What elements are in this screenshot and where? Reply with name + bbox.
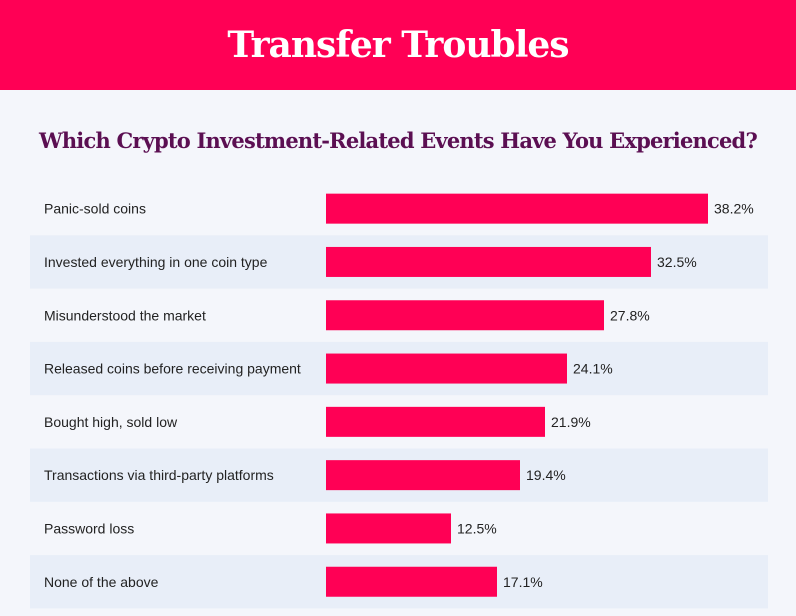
data-label: 27.8% bbox=[610, 307, 650, 323]
bar bbox=[326, 300, 604, 331]
category-label: Released coins before receiving payment bbox=[44, 361, 301, 377]
data-label: 38.2% bbox=[714, 201, 754, 217]
category-label: Transactions via third-party platforms bbox=[44, 467, 274, 483]
bar bbox=[326, 406, 545, 437]
bar bbox=[326, 513, 451, 544]
bar bbox=[326, 193, 708, 224]
data-label: 17.1% bbox=[503, 574, 543, 590]
chart-title: Which Crypto Investment-Related Events H… bbox=[39, 128, 758, 153]
category-label: Bought high, sold low bbox=[44, 414, 178, 430]
category-label: Panic-sold coins bbox=[44, 201, 146, 217]
category-label: Invested everything in one coin type bbox=[44, 254, 268, 270]
bar bbox=[326, 566, 497, 597]
data-label: 19.4% bbox=[526, 467, 566, 483]
category-label: Misunderstood the market bbox=[44, 307, 206, 323]
header-banner: Transfer Troubles bbox=[0, 0, 796, 90]
data-label: 12.5% bbox=[457, 520, 497, 536]
bar bbox=[326, 460, 520, 491]
bar bbox=[326, 246, 651, 277]
bar bbox=[326, 353, 567, 384]
data-label: 24.1% bbox=[573, 361, 613, 377]
data-label: 21.9% bbox=[551, 414, 591, 430]
category-label: None of the above bbox=[44, 574, 159, 590]
data-label: 32.5% bbox=[657, 254, 697, 270]
header-title: Transfer Troubles bbox=[227, 24, 569, 66]
category-label: Password loss bbox=[44, 520, 134, 536]
